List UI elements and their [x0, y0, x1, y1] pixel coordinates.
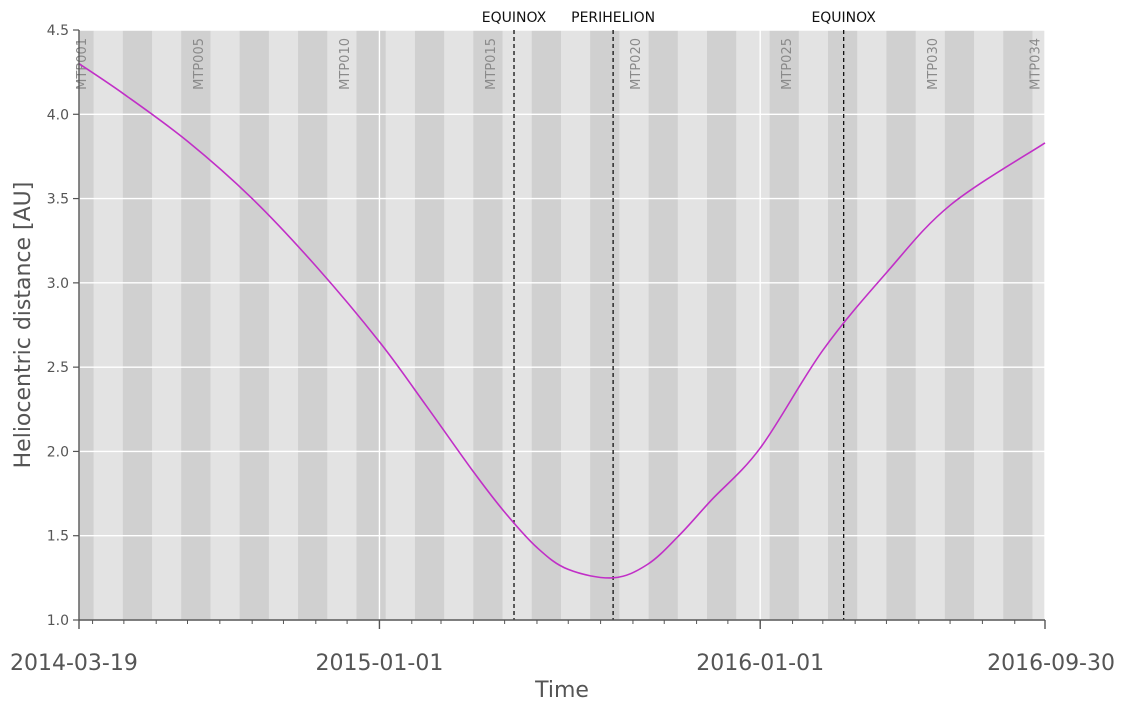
mtp-labels: MTP001 MTP005 MTP010 MTP015 MTP020 MTP025 MTP0… — [75, 38, 1043, 90]
mtp-band — [886, 30, 916, 620]
mtp-label: MTP001 — [75, 38, 90, 90]
mtp-band — [239, 30, 269, 620]
mtp-band — [944, 30, 975, 620]
mtp-label: MTP020 — [629, 38, 644, 90]
y-tick-label: 4.5 — [47, 23, 69, 39]
mtp-label: MTP010 — [338, 38, 353, 90]
y-tick-label: 3.5 — [47, 192, 69, 208]
mtp-band — [590, 30, 620, 620]
mtp-band — [707, 30, 737, 620]
mtp-band — [769, 30, 799, 620]
mtp-band — [648, 30, 678, 620]
mtp-bands — [79, 30, 1033, 620]
y-axis-title: Heliocentric distance [AU] — [11, 182, 36, 469]
event-lines: EQUINOX PERIHELION EQUINOX — [482, 10, 876, 620]
x-axis-title: Time — [534, 678, 589, 701]
y-tick-label: 3.0 — [47, 276, 69, 292]
event-label: PERIHELION — [571, 10, 655, 26]
mtp-label: MTP030 — [926, 38, 941, 90]
x-tick-label: 2014-03-19 — [10, 651, 138, 676]
mtp-band — [473, 30, 503, 620]
mtp-label: MTP025 — [780, 38, 795, 90]
event-label: EQUINOX — [811, 10, 876, 26]
mtp-band — [1003, 30, 1033, 620]
mtp-label: MTP034 — [1028, 38, 1043, 90]
distance-series-line — [78, 63, 1046, 579]
y-tick-label: 2.0 — [47, 444, 69, 460]
mtp-band — [414, 30, 445, 620]
x-tick-label: 2016-01-01 — [696, 651, 824, 676]
event-label: EQUINOX — [482, 10, 547, 26]
mtp-band — [298, 30, 328, 620]
mtp-band — [122, 30, 153, 620]
mtp-label: MTP015 — [484, 38, 499, 90]
mtp-band — [79, 30, 94, 620]
mtp-band — [181, 30, 211, 620]
y-tick-label: 1.5 — [47, 529, 69, 545]
mtp-band — [531, 30, 561, 620]
x-tick-label: 2015-01-01 — [316, 651, 444, 676]
y-tick-label: 1.0 — [47, 613, 69, 629]
y-tick-label: 4.0 — [47, 107, 69, 123]
mtp-label: MTP005 — [192, 38, 207, 90]
mtp-band — [356, 30, 386, 620]
x-tick-label: 2016-09-30 — [987, 651, 1115, 676]
y-tick-label: 2.5 — [47, 360, 69, 376]
axes: 1.0 1.5 2.0 2.5 3.0 3.5 4.0 4.5 2014-03-19 2015-0… — [10, 23, 1115, 676]
